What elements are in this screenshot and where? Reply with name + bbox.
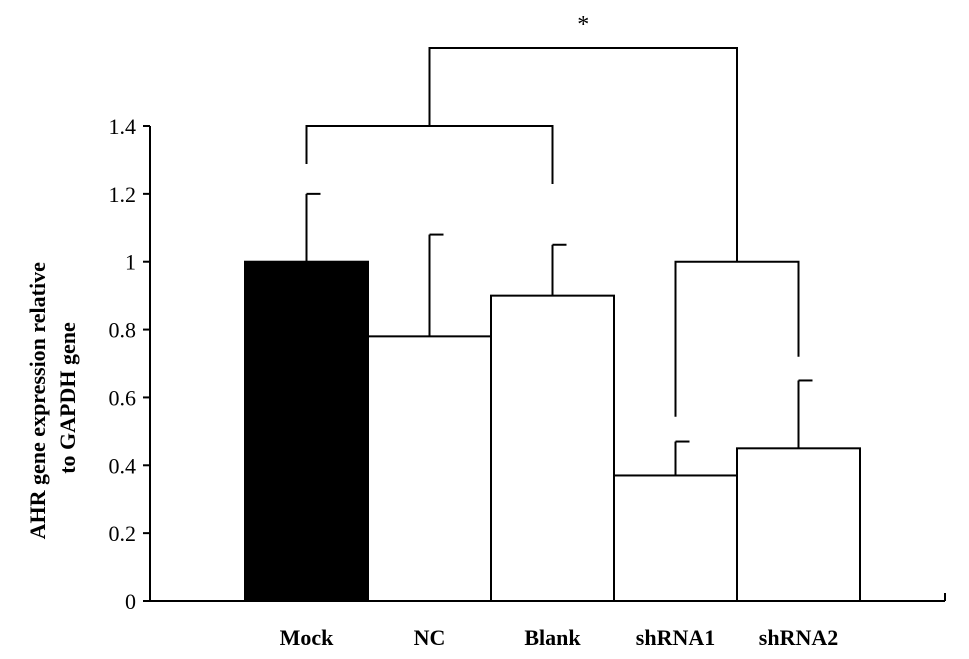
bar-blank <box>490 294 615 602</box>
y-tick-label: 0 <box>125 589 136 614</box>
y-tick-label: 1.2 <box>109 182 137 207</box>
y-tick-label: 1.4 <box>109 114 137 139</box>
y-tick-label: 1 <box>125 250 136 275</box>
bracket-comparison <box>428 46 738 262</box>
y-axis-label-line-2: to GAPDH gene <box>55 322 80 474</box>
bracket-shrna-groups <box>674 260 800 417</box>
bar-nc <box>367 335 492 602</box>
x-tick-label-shrna2: shRNA2 <box>759 625 838 650</box>
significance-marker: * <box>577 12 589 38</box>
bar-shrna1 <box>613 474 738 603</box>
x-tick-label-mock: Mock <box>280 625 335 650</box>
bar-mock <box>244 260 369 602</box>
bar-shrna2 <box>736 447 861 603</box>
y-tick-label: 0.2 <box>109 521 137 546</box>
bracket-control-groups <box>305 125 554 184</box>
y-tick-label: 0.4 <box>109 453 137 478</box>
y-axis-label-line-1: AHR gene expression relative <box>25 262 50 539</box>
x-tick-label-blank: Blank <box>524 625 581 650</box>
y-tick-label: 0.6 <box>109 385 137 410</box>
plot-area: 0 0.2 0.4 0.6 0.8 1 1.2 1.4 Mock NC Blank shRNA1 shR… <box>109 12 946 650</box>
y-axis-label: AHR gene expression relative to GAPDH ge… <box>25 257 80 540</box>
y-tick-label: 0.8 <box>109 318 137 343</box>
x-tick-label-shrna1: shRNA1 <box>636 625 715 650</box>
x-tick-label-nc: NC <box>414 625 446 650</box>
